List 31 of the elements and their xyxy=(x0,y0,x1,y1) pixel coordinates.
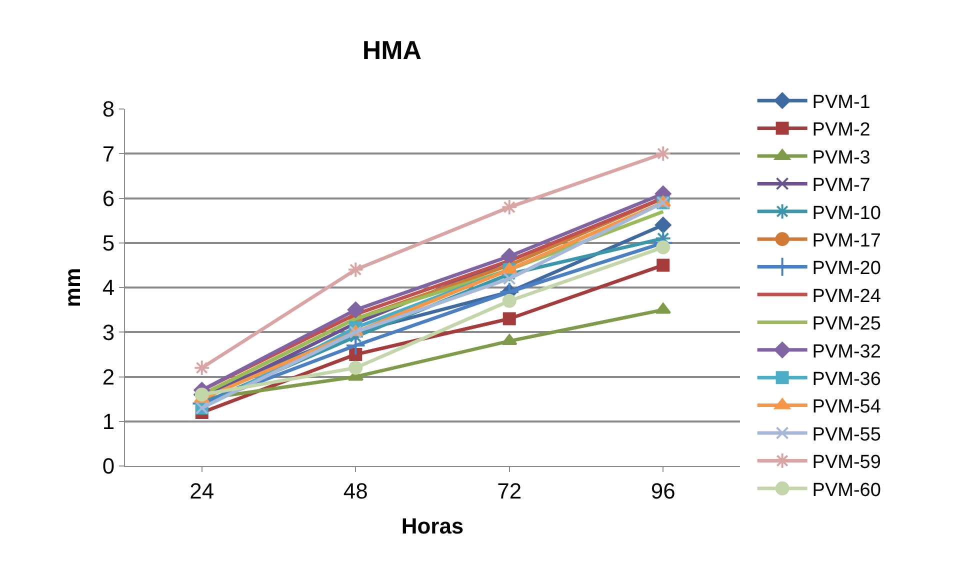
legend-label: PVM-36 xyxy=(812,369,881,390)
legend-label: PVM-7 xyxy=(812,175,870,196)
legend-label: PVM-54 xyxy=(812,396,882,418)
y-tick-label: 3 xyxy=(102,320,115,345)
y-tick-label: 0 xyxy=(102,454,115,479)
legend-label: PVM-60 xyxy=(812,480,881,501)
chart-title: HMA xyxy=(362,35,422,66)
legend-label: PVM-10 xyxy=(812,202,881,224)
x-tick-label: 48 xyxy=(343,478,368,504)
x-tick-label: 72 xyxy=(497,478,522,504)
y-axis-title: mm xyxy=(60,268,86,308)
legend-label: PVM-1 xyxy=(812,92,870,114)
legend-label: PVM-2 xyxy=(812,120,870,141)
legend-label: PVM-32 xyxy=(812,341,881,362)
y-tick-label: 2 xyxy=(102,364,115,390)
legend-label: PVM-24 xyxy=(812,286,882,307)
legend-label: PVM-25 xyxy=(812,314,881,335)
legend-label: PVM-55 xyxy=(812,424,881,446)
y-tick-label: 7 xyxy=(102,141,115,166)
y-tick-label: 5 xyxy=(102,230,115,256)
legend-label: PVM-3 xyxy=(812,147,870,168)
y-tick-label: 1 xyxy=(102,409,115,434)
y-tick-label: 4 xyxy=(102,275,115,300)
x-axis-title: Horas xyxy=(401,513,464,538)
legend-label: PVM-17 xyxy=(812,230,881,252)
legend-label: PVM-20 xyxy=(812,258,881,280)
x-tick-label: 96 xyxy=(650,478,676,504)
y-tick-label: 6 xyxy=(102,186,115,211)
y-tick-label: 8 xyxy=(102,96,115,122)
x-tick-label: 24 xyxy=(190,478,214,504)
legend-label: PVM-59 xyxy=(812,452,881,474)
